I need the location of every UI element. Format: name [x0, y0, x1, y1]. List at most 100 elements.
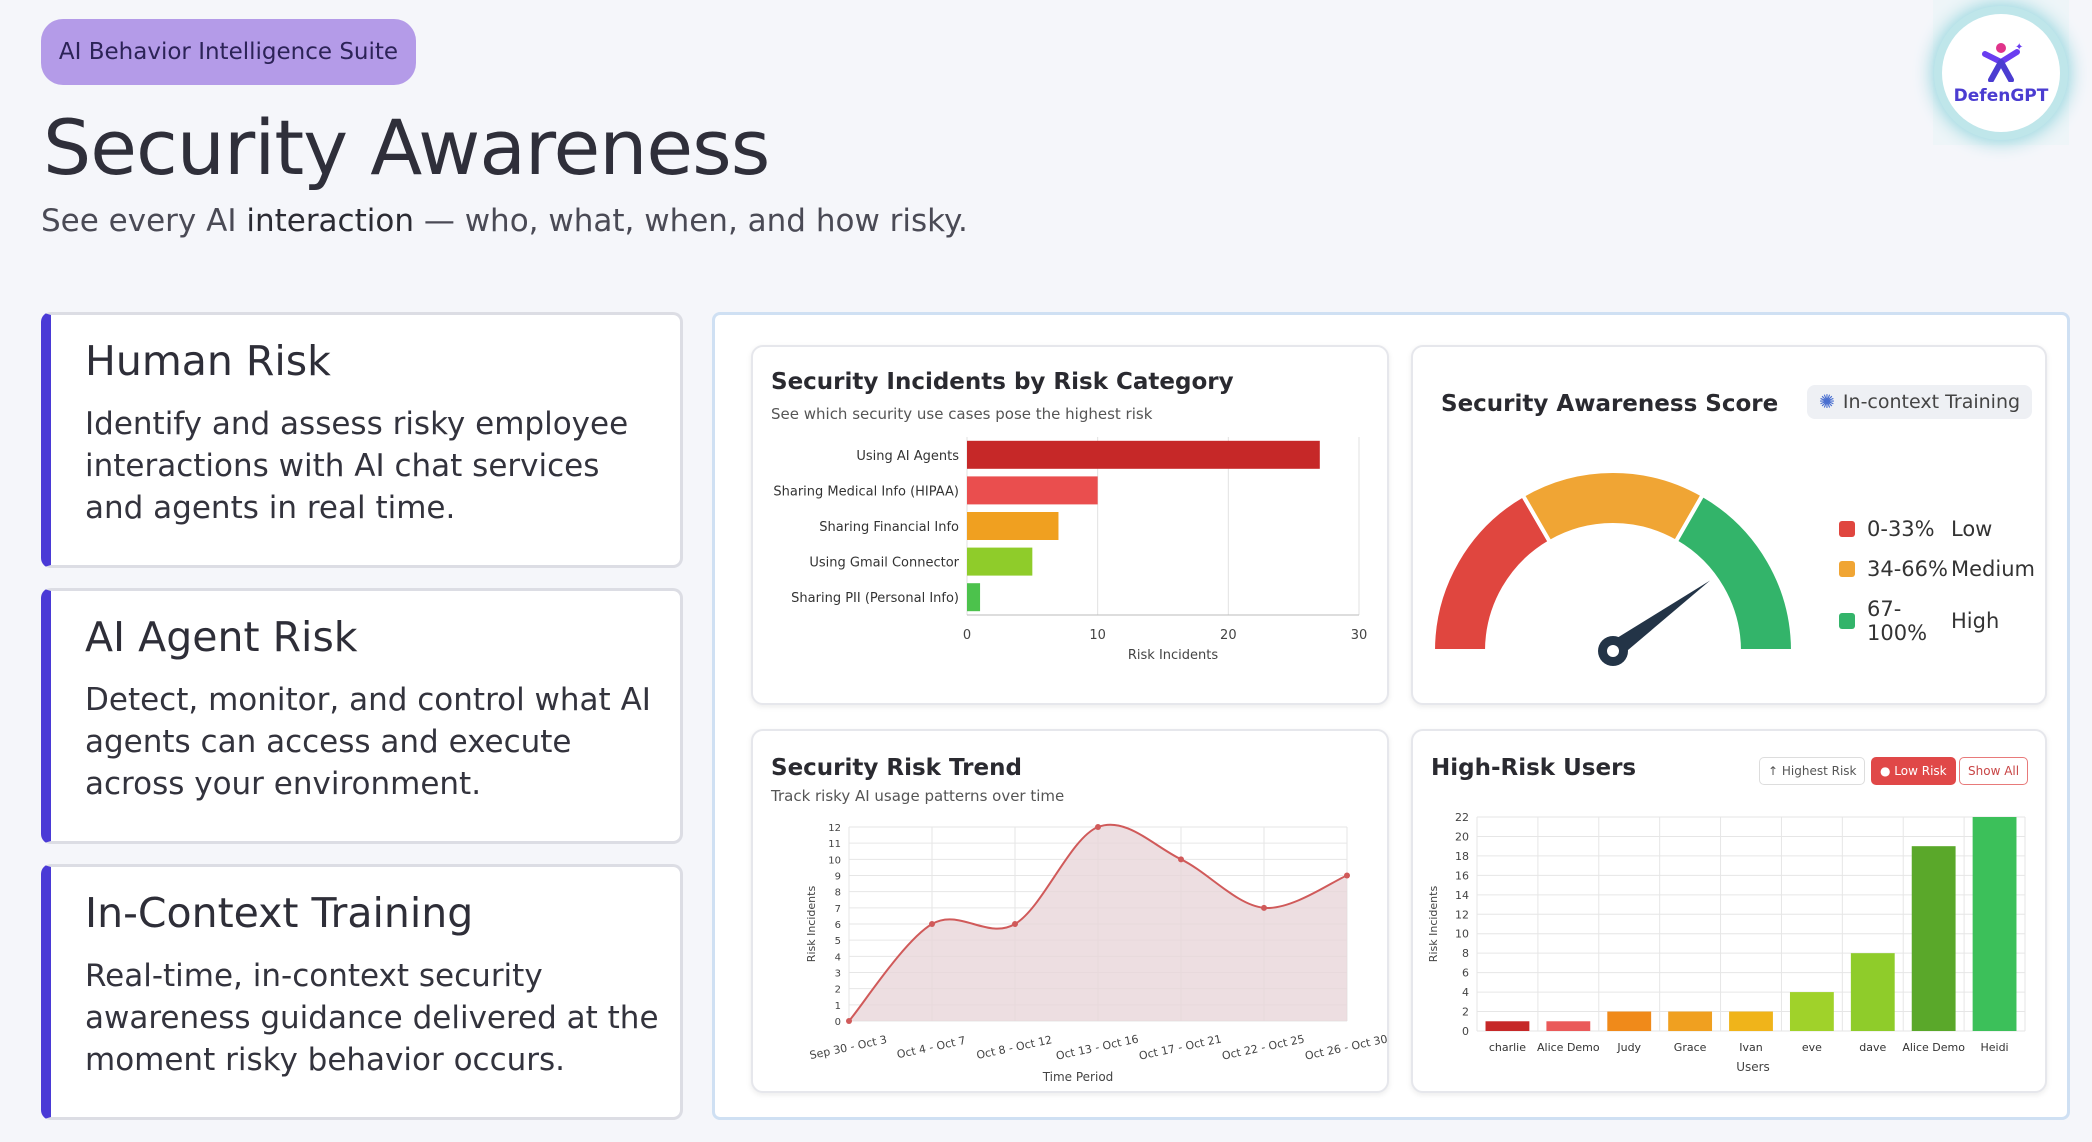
- y-tick-label: 2: [835, 985, 841, 996]
- x-tick-label: Oct 13 - Oct 16: [1055, 1032, 1140, 1062]
- data-point: [1178, 856, 1184, 863]
- legend-swatch: [1839, 561, 1855, 577]
- legend-range: 34-66%: [1867, 557, 1948, 581]
- bar: [967, 512, 1059, 540]
- users-bar-chart: 0 2 4 6 8 10 12 14 16 18 20 22 charlie Alice Demo Judy…: [1427, 811, 2026, 1074]
- trend-panel: Security Risk Trend Track risky AI usage…: [751, 729, 1389, 1093]
- card-text: Detect, monitor, and control what AI age…: [85, 682, 651, 802]
- y-tick-label: 5: [835, 936, 841, 947]
- in-context-training-pill[interactable]: ✺ In-context Training: [1807, 385, 2033, 419]
- bar: [1546, 1021, 1591, 1031]
- users-panel: High-Risk Users ↑ Highest Risk ● Low Ris…: [1411, 729, 2047, 1093]
- dot-icon: ●: [1880, 764, 1895, 778]
- x-axis-label: Risk Incidents: [1128, 648, 1218, 663]
- bar: [1729, 1011, 1773, 1031]
- data-point: [1095, 824, 1101, 830]
- category-label: Sharing Medical Info (HIPAA): [773, 484, 959, 499]
- card-human-risk: Human Risk Identify and assess risky emp…: [41, 312, 683, 568]
- dashboard-preview: Security Incidents by Risk Category See …: [712, 312, 2070, 1120]
- legend-swatch: [1839, 521, 1855, 537]
- bar: [967, 583, 981, 612]
- logo: ✦ DefenGPT: [1933, 0, 2069, 145]
- bar: [1911, 846, 1956, 1031]
- x-tick-label: 30: [1351, 628, 1368, 643]
- x-tick-label: Oct 22 - Oct 25: [1221, 1032, 1306, 1062]
- awareness-gauge: [1433, 469, 1796, 666]
- y-tick-label: 10: [1455, 928, 1469, 941]
- y-tick-label: 6: [1462, 967, 1469, 980]
- bar: [967, 547, 1033, 576]
- logo-circle: ✦ DefenGPT: [1942, 13, 2060, 132]
- legend-label: Low: [1951, 517, 1993, 541]
- y-tick-label: 1: [835, 1001, 841, 1012]
- x-axis-label: Time Period: [1042, 1070, 1114, 1084]
- x-tick-label: 10: [1089, 628, 1106, 643]
- y-tick-label: 8: [1462, 947, 1469, 960]
- y-tick-label: 0: [835, 1017, 841, 1028]
- low-risk-button[interactable]: ● Low Risk: [1871, 757, 1956, 785]
- legend-low: 0-33% Low: [1839, 517, 1992, 541]
- card-text: Real-time, in-context security awareness…: [85, 958, 659, 1078]
- category-label: Alice Demo: [1537, 1041, 1600, 1054]
- category-label: Heidi: [1980, 1041, 2008, 1054]
- card-text: Identify and assess risky employee inter…: [85, 406, 629, 526]
- data-point: [929, 921, 935, 927]
- x-tick-label: 0: [963, 628, 971, 643]
- panel-title: Security Risk Trend: [771, 755, 1022, 781]
- card-ai-agent-risk: AI Agent Risk Detect, monitor, and contr…: [41, 588, 683, 844]
- bar: [1607, 1011, 1652, 1031]
- data-point: [1261, 904, 1267, 911]
- bar: [1850, 953, 1895, 1031]
- x-tick-label: Oct 4 - Oct 7: [896, 1034, 967, 1061]
- y-tick-label: 12: [828, 823, 841, 834]
- panel-subtitle: See which security use cases pose the hi…: [771, 405, 1153, 423]
- person-star-icon: ✦: [1982, 42, 2023, 82]
- y-tick-label: 18: [1455, 850, 1469, 863]
- legend-swatch: [1839, 613, 1855, 629]
- bar: [967, 476, 1098, 505]
- y-tick-label: 16: [1455, 869, 1469, 882]
- logo-text: DefenGPT: [1953, 85, 2049, 106]
- score-panel: Security Awareness Score ✺ In-context Tr…: [1411, 345, 2047, 705]
- category-label: eve: [1802, 1041, 1822, 1054]
- y-tick-label: 0: [1462, 1025, 1469, 1038]
- legend-range: 0-33%: [1867, 517, 1935, 541]
- legend-range: 67-100%: [1867, 597, 1928, 645]
- incidents-bar-chart: 0 10 20 30 Using AI Agents Sharing Medical In…: [773, 437, 1368, 663]
- card-title: In-Context Training: [85, 889, 474, 937]
- highest-risk-button[interactable]: ↑ Highest Risk: [1759, 757, 1866, 785]
- data-point: [1344, 872, 1350, 879]
- y-tick-label: 12: [1455, 908, 1469, 921]
- category-label: Grace: [1674, 1041, 1707, 1054]
- x-tick-label: 20: [1220, 628, 1237, 643]
- area-fill: [849, 824, 1347, 1021]
- y-tick-label: 8: [835, 888, 841, 899]
- card-title: AI Agent Risk: [85, 613, 358, 661]
- panel-title: High-Risk Users: [1431, 755, 1637, 781]
- y-tick-label: 14: [1455, 889, 1469, 902]
- x-tick-label: Oct 8 - Oct 12: [975, 1033, 1053, 1062]
- y-tick-label: 10: [828, 855, 841, 866]
- y-tick-label: 20: [1455, 830, 1469, 843]
- bar: [1972, 817, 2017, 1031]
- y-tick-label: 4: [835, 952, 841, 963]
- category-label: charlie: [1489, 1041, 1526, 1054]
- panel-title: Security Incidents by Risk Category: [771, 369, 1234, 395]
- data-point: [1012, 921, 1018, 927]
- gauge-segment-low: [1433, 492, 1553, 653]
- gauge-needle: [1607, 580, 1711, 659]
- y-tick-label: 22: [1455, 811, 1469, 824]
- category-label: Using Gmail Connector: [809, 556, 959, 571]
- panel-title: Security Awareness Score: [1441, 391, 1779, 417]
- gauge-hub-center: [1607, 645, 1619, 657]
- category-label: Alice Demo: [1902, 1041, 1965, 1054]
- category-label: dave: [1859, 1041, 1886, 1054]
- show-all-button[interactable]: Show All: [1959, 757, 2029, 785]
- category-label: Using AI Agents: [856, 449, 959, 464]
- svg-text:✦: ✦: [2015, 42, 2023, 53]
- category-label: Ivan: [1739, 1041, 1762, 1054]
- x-tick-label: Sep 30 - Oct 3: [808, 1033, 888, 1062]
- y-tick-label: 11: [828, 839, 841, 850]
- bar: [1789, 992, 1834, 1031]
